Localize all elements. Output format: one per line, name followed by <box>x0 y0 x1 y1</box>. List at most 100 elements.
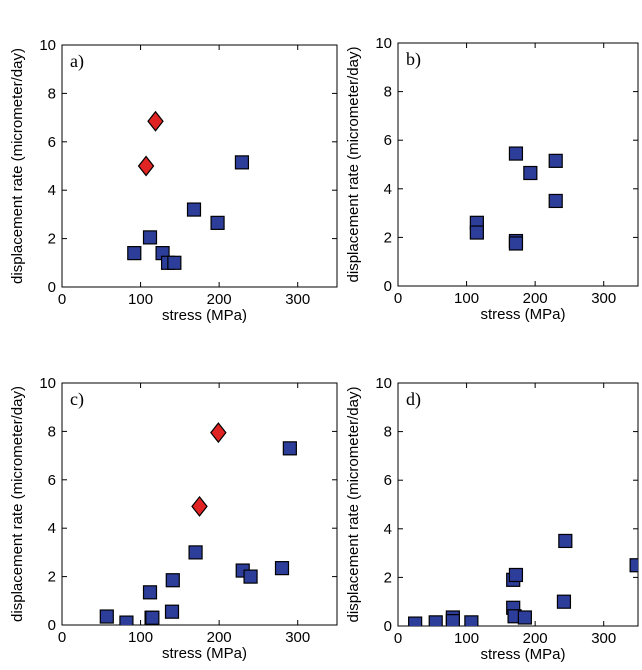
panel-label-d: d) <box>406 389 421 410</box>
x-tick-label-b: 0 <box>394 290 402 307</box>
data-point-square <box>127 246 142 261</box>
data-point-square <box>408 616 423 626</box>
x-tick-label-c: 200 <box>207 629 232 646</box>
x-tick-label-d: 0 <box>394 630 402 647</box>
x-axis-label-d: stress (MPa) <box>480 646 565 663</box>
x-tick-label-a: 0 <box>58 291 66 308</box>
data-point-square <box>165 573 180 588</box>
data-point-square <box>234 155 250 170</box>
data-points-c <box>99 422 297 625</box>
axes-frame-c <box>61 382 338 626</box>
y-tick-label-d: 6 <box>384 472 392 489</box>
data-point-square <box>243 569 258 584</box>
data-point-square <box>523 165 538 181</box>
x-tick-label-b: 200 <box>523 290 548 307</box>
y-axis-label-a: displacement rate (micrometer/day) <box>9 48 26 284</box>
y-tick-label-a: 6 <box>48 134 56 151</box>
data-point-diamond <box>191 495 208 517</box>
x-axis-label-c: stress (MPa) <box>162 645 247 662</box>
y-tick-label-d: 4 <box>384 521 392 538</box>
y-tick-label-d: 10 <box>375 375 392 392</box>
x-tick-label-a: 200 <box>207 291 232 308</box>
data-point-square <box>558 533 573 549</box>
axes-frame-a <box>61 44 338 288</box>
data-point-square <box>186 202 202 217</box>
y-axis-label-c: displacement rate (micrometer/day) <box>9 386 26 622</box>
y-tick-label-b: 10 <box>375 35 392 52</box>
axes-frame-d <box>397 382 639 627</box>
data-point-square <box>164 604 180 619</box>
x-tick-label-c: 0 <box>58 629 66 646</box>
data-points-b <box>469 146 563 251</box>
data-point-diamond <box>147 110 164 132</box>
x-tick-label-c: 100 <box>128 629 153 646</box>
y-axis-label-d: displacement rate (micrometer/day) <box>345 387 362 623</box>
x-tick-label-d: 300 <box>591 630 616 647</box>
y-tick-label-a: 4 <box>48 182 56 199</box>
y-tick-label-c: 0 <box>48 617 56 634</box>
x-tick-label-d: 200 <box>523 630 548 647</box>
data-points-d <box>408 533 638 626</box>
data-point-square <box>548 153 563 168</box>
y-tick-label-a: 10 <box>39 37 56 54</box>
y-tick-label-b: 8 <box>384 84 392 101</box>
y-tick-label-b: 2 <box>384 229 392 246</box>
y-tick-label-d: 0 <box>384 618 392 635</box>
x-tick-label-b: 100 <box>454 290 479 307</box>
data-point-square <box>445 614 460 626</box>
data-point-square <box>469 225 484 240</box>
data-point-square <box>464 615 479 626</box>
x-tick-label-c: 300 <box>285 629 310 646</box>
data-point-square <box>210 215 225 230</box>
data-point-square <box>556 594 572 609</box>
data-point-square <box>508 146 524 161</box>
y-tick-label-b: 4 <box>384 181 392 198</box>
data-point-square <box>517 610 532 625</box>
y-tick-label-c: 10 <box>39 375 56 392</box>
y-tick-label-c: 6 <box>48 472 56 489</box>
x-axis-label-a: stress (MPa) <box>162 307 247 324</box>
panel-label-c: c) <box>70 389 84 410</box>
panel-a: 0 100 200 300 0 2 4 6 8 10 stress (MPa) displacemen… <box>9 37 338 324</box>
panel-label-a: a) <box>70 51 84 72</box>
data-point-square <box>142 585 158 600</box>
data-point-diamond <box>137 155 155 177</box>
data-point-square <box>167 255 182 270</box>
x-tick-label-a: 300 <box>285 291 310 308</box>
data-point-square <box>508 236 524 251</box>
data-point-square <box>188 545 203 560</box>
data-point-square <box>119 615 134 625</box>
panel-b: 0 100 200 300 0 2 4 6 8 10 stress (MPa) displacemen… <box>345 35 639 323</box>
y-tick-label-a: 0 <box>48 279 56 296</box>
data-points-a <box>127 110 250 270</box>
y-tick-label-c: 2 <box>48 569 56 586</box>
y-tick-label-a: 8 <box>48 85 56 102</box>
y-tick-label-c: 8 <box>48 423 56 440</box>
panel-label-b: b) <box>406 49 421 70</box>
data-point-square <box>274 561 290 576</box>
data-point-square <box>548 193 563 209</box>
panel-c: 0 100 200 300 0 2 4 6 8 10 stress (MPa) displacemen… <box>9 375 338 662</box>
y-tick-label-d: 8 <box>384 424 392 441</box>
data-point-square <box>428 615 443 626</box>
data-point-square <box>142 230 158 245</box>
y-tick-label-d: 2 <box>384 569 392 586</box>
x-tick-label-a: 100 <box>128 291 153 308</box>
x-tick-label-d: 100 <box>454 630 479 647</box>
y-tick-label-c: 4 <box>48 520 56 537</box>
panel-d: 0 100 200 300 0 2 4 6 8 10 stress (MPa) displacemen… <box>345 375 639 663</box>
data-point-square <box>145 610 160 625</box>
x-axis-label-b: stress (MPa) <box>480 306 565 323</box>
data-point-square <box>629 558 638 573</box>
axes-frame-b <box>397 42 639 287</box>
data-point-diamond <box>210 422 227 444</box>
y-tick-label-b: 6 <box>384 132 392 149</box>
x-tick-label-b: 300 <box>591 290 616 307</box>
y-tick-label-b: 0 <box>384 278 392 295</box>
y-axis-label-b: displacement rate (micrometer/day) <box>345 47 362 283</box>
y-tick-label-a: 2 <box>48 231 56 248</box>
data-point-square <box>99 609 114 624</box>
data-point-square <box>508 567 524 583</box>
data-point-square <box>282 441 297 456</box>
